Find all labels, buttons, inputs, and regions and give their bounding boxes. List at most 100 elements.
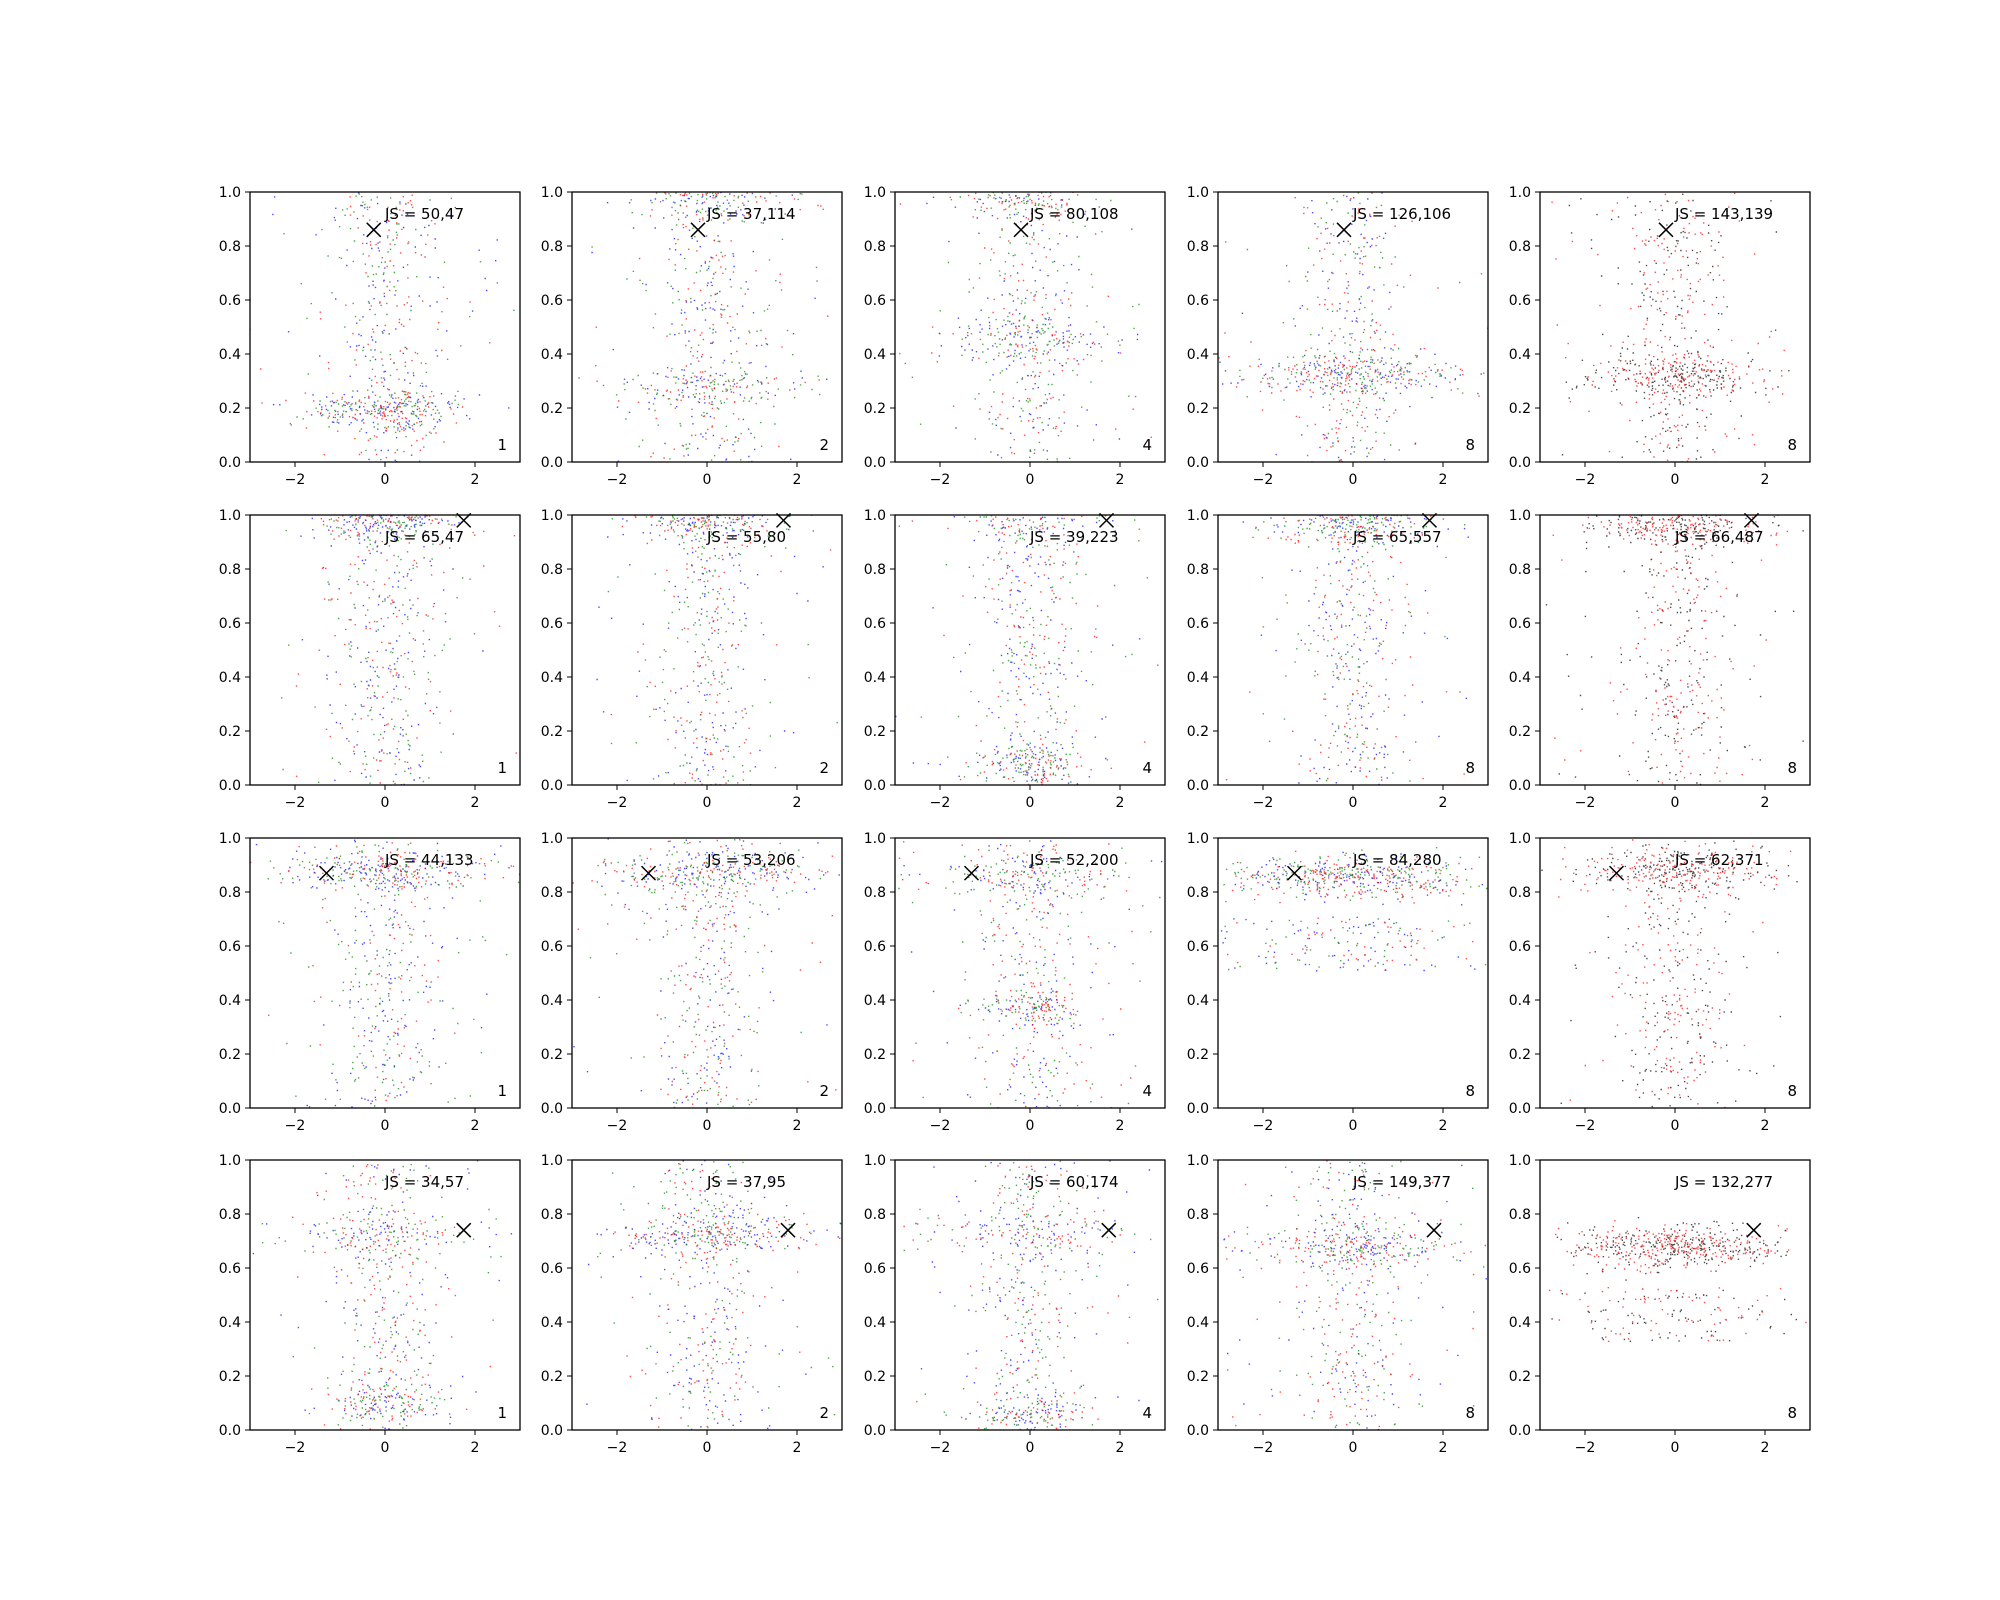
x-tick-label: 2 [793,1118,802,1134]
x-tick-label: −2 [607,1118,628,1134]
y-tick-label: 0.6 [864,293,886,309]
y-tick-label: 0.4 [1187,670,1209,686]
cross-marker [775,512,792,528]
scatter-panel-1-0: −2 0 2 0.0 0.2 0.4 0.6 0.8 1.0 JS = 65,47 1 [219,508,521,811]
panels: −2 0 2 0.0 0.2 0.4 0.6 0.8 1.0 JS = 50,47 1 −2 0 2 0.0… [219,185,1811,1456]
y-tick-label: 0.6 [541,616,563,632]
y-tick-label: 1.0 [864,1153,886,1169]
scatter-panel-2-0: −2 0 2 0.0 0.2 0.4 0.6 0.8 1.0 JS = 44,133 1 [219,831,521,1134]
y-tick-label: 0.4 [864,993,886,1009]
y-tick-label: 0.2 [1509,724,1531,740]
x-tick-label: 0 [703,1118,712,1134]
series-blue [1220,851,1483,972]
y-tick-label: 0.0 [1187,455,1209,471]
x-tick-label: 0 [703,472,712,488]
y-tick-label: 0.0 [1509,1101,1531,1117]
scatter-panel-1-1: −2 0 2 0.0 0.2 0.4 0.6 0.8 1.0 JS = 55,80 2 [541,508,843,811]
x-tick-label: −2 [1575,795,1596,811]
y-tick-label: 0.6 [219,1261,241,1277]
y-tick-label: 0.8 [864,885,886,901]
y-tick-label: 1.0 [219,1153,241,1169]
y-tick-label: 0.2 [219,401,241,417]
x-tick-label: −2 [1575,1118,1596,1134]
y-tick-label: 0.4 [219,347,241,363]
cross-marker [1336,222,1352,238]
y-tick-label: 0.8 [1509,1207,1531,1223]
y-tick-label: 0.0 [541,778,563,794]
js-annotation: JS = 52,200 [1029,851,1119,869]
scatter-panel-0-1: −2 0 2 0.0 0.2 0.4 0.6 0.8 1.0 JS = 37,114 2 [541,185,843,488]
cross-marker [1286,865,1303,881]
cross-marker [456,1222,472,1238]
y-tick-label: 0.4 [864,347,886,363]
y-tick-label: 1.0 [864,508,886,524]
y-tick-label: 0.6 [1187,1261,1209,1277]
x-tick-label: 0 [1671,472,1680,488]
x-tick-label: 2 [1761,1118,1770,1134]
y-tick-label: 0.4 [1509,993,1531,1009]
x-tick-label: −2 [285,795,306,811]
scatter-panel-3-2: −2 0 2 0.0 0.2 0.4 0.6 0.8 1.0 JS = 60,174 4 [864,1153,1166,1456]
y-tick-label: 0.2 [541,1047,563,1063]
x-tick-label: 0 [1349,1440,1358,1456]
corner-label: 2 [819,759,829,777]
y-tick-label: 0.0 [219,1101,241,1117]
y-tick-label: 0.0 [864,455,886,471]
y-tick-label: 0.6 [219,293,241,309]
corner-label: 2 [819,1404,829,1422]
y-tick-label: 0.8 [864,239,886,255]
corner-label: 8 [1787,436,1797,454]
x-tick-label: −2 [285,1440,306,1456]
corner-label: 4 [1142,1404,1152,1422]
y-tick-label: 0.4 [219,670,241,686]
y-tick-label: 0.2 [541,1369,563,1385]
y-tick-label: 0.8 [541,885,563,901]
js-annotation: JS = 149,377 [1352,1173,1451,1191]
scatter-panel-1-3: −2 0 2 0.0 0.2 0.4 0.6 0.8 1.0 JS = 65,557 8 [1187,508,1489,811]
y-tick-label: 0.2 [864,724,886,740]
scatter-panel-2-4: −2 0 2 0.0 0.2 0.4 0.6 0.8 1.0 JS = 62,371 8 [1509,831,1811,1134]
y-tick-label: 0.2 [1187,724,1209,740]
x-tick-label: 0 [1671,795,1680,811]
cross-marker [366,222,382,238]
x-tick-label: 2 [793,795,802,811]
x-tick-label: 2 [1761,1440,1770,1456]
data-points [1220,847,1488,972]
y-tick-label: 0.4 [541,670,563,686]
y-tick-label: 0.4 [219,993,241,1009]
y-tick-label: 0.6 [219,616,241,632]
x-tick-label: 0 [381,1118,390,1134]
y-tick-label: 0.8 [1187,562,1209,578]
x-tick-label: 0 [1349,472,1358,488]
scatter-panel-1-2: −2 0 2 0.0 0.2 0.4 0.6 0.8 1.0 JS = 39,223 4 [864,508,1166,811]
scatter-panel-0-2: −2 0 2 0.0 0.2 0.4 0.6 0.8 1.0 JS = 80,108 4 [864,185,1166,488]
y-tick-label: 0.4 [1187,993,1209,1009]
y-tick-label: 0.6 [541,1261,563,1277]
corner-label: 1 [497,1082,507,1100]
x-tick-label: 2 [1439,1440,1448,1456]
y-tick-label: 0.2 [1509,1047,1531,1063]
scatter-panel-3-1: −2 0 2 0.0 0.2 0.4 0.6 0.8 1.0 JS = 37,95 2 [541,1153,843,1456]
y-tick-label: 0.4 [219,1315,241,1331]
y-tick-label: 1.0 [541,1153,563,1169]
y-tick-label: 0.0 [219,778,241,794]
x-tick-label: −2 [607,1440,628,1456]
y-tick-label: 0.0 [1509,778,1531,794]
y-tick-label: 0.8 [1509,239,1531,255]
y-tick-label: 0.4 [1509,347,1531,363]
y-tick-label: 0.4 [1509,670,1531,686]
y-tick-label: 0.6 [219,939,241,955]
js-annotation: JS = 34,57 [384,1173,464,1191]
cross-marker [780,1222,796,1238]
js-annotation: JS = 55,80 [706,528,786,546]
y-tick-label: 0.2 [219,1047,241,1063]
x-tick-label: 0 [381,795,390,811]
y-tick-label: 0.0 [541,455,563,471]
corner-label: 4 [1142,436,1152,454]
y-tick-label: 1.0 [1509,185,1531,201]
series-green [589,839,822,1108]
y-tick-label: 0.4 [864,1315,886,1331]
x-tick-label: −2 [1575,472,1596,488]
js-annotation: JS = 53,206 [706,851,796,869]
